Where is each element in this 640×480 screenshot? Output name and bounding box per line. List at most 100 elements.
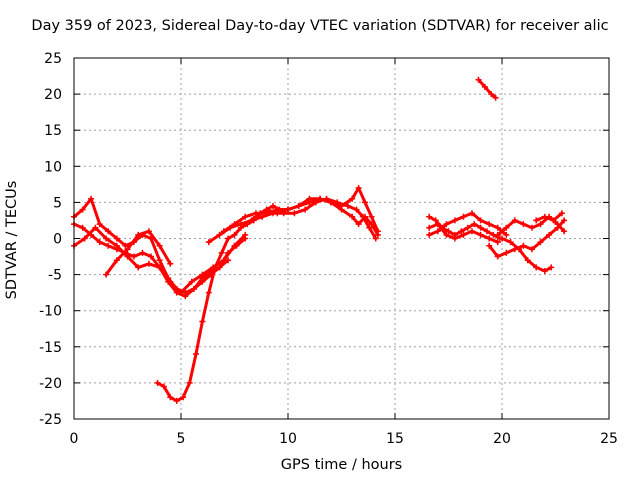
- data-point: [225, 235, 232, 242]
- data-point: [477, 217, 484, 224]
- chart-title: Day 359 of 2023, Sidereal Day-to-day VTE…: [31, 18, 609, 34]
- data-point: [231, 242, 238, 249]
- data-point: [533, 264, 540, 271]
- data-point: [113, 257, 120, 264]
- data-point: [135, 231, 142, 238]
- series-trace-4: [103, 228, 174, 278]
- data-point: [460, 213, 467, 220]
- data-point: [477, 231, 484, 238]
- data-point: [349, 213, 356, 220]
- y-tick-label: -5: [48, 268, 62, 284]
- data-point: [103, 271, 110, 278]
- data-point: [96, 239, 103, 246]
- data-point: [242, 221, 249, 228]
- data-point: [477, 224, 484, 231]
- data-point: [231, 231, 238, 238]
- series-trace-16: [475, 76, 499, 101]
- data-point: [349, 195, 356, 202]
- data-point: [469, 210, 475, 217]
- data-point: [148, 253, 154, 260]
- data-point: [503, 224, 510, 231]
- data-point: [160, 383, 167, 390]
- data-point: [124, 253, 131, 260]
- data-point: [494, 224, 501, 231]
- data-point: [550, 217, 557, 224]
- data-point: [291, 210, 298, 217]
- data-point: [173, 397, 180, 404]
- data-point: [561, 217, 568, 224]
- data-point: [494, 231, 501, 238]
- data-point: [88, 195, 95, 202]
- data-point: [218, 249, 225, 256]
- data-point: [105, 242, 112, 249]
- data-point: [548, 264, 555, 271]
- data-point: [113, 235, 120, 242]
- data-point: [130, 253, 137, 260]
- data-point: [167, 394, 174, 401]
- x-tick-label: 10: [279, 431, 297, 447]
- series-trace-14: [499, 235, 555, 274]
- data-point: [317, 195, 324, 202]
- data-point: [199, 318, 206, 325]
- data-point: [193, 351, 199, 357]
- data-point: [469, 228, 475, 235]
- data-point: [216, 231, 223, 238]
- data-point: [511, 217, 518, 224]
- data-point: [190, 286, 197, 292]
- data-point: [178, 289, 184, 296]
- data-point: [186, 379, 193, 386]
- series-line: [427, 211, 508, 237]
- data-point: [426, 231, 433, 238]
- data-point: [81, 235, 88, 242]
- data-point: [503, 249, 510, 256]
- data-point: [156, 264, 163, 271]
- data-point: [167, 278, 174, 285]
- data-point: [443, 221, 450, 228]
- data-point: [156, 257, 163, 264]
- series-line: [487, 218, 566, 258]
- x-tick-label: 5: [177, 431, 186, 447]
- data-point: [516, 246, 523, 253]
- data-point: [145, 260, 152, 267]
- data-point: [139, 249, 146, 256]
- data-point: [374, 231, 381, 238]
- data-point: [156, 242, 163, 249]
- data-point: [434, 221, 441, 228]
- x-tick-label: 25: [600, 431, 618, 447]
- data-point: [103, 235, 110, 242]
- data-point: [537, 221, 544, 228]
- data-point: [252, 213, 259, 220]
- data-points: [71, 76, 568, 404]
- data-point: [372, 235, 379, 242]
- data-point: [231, 221, 238, 228]
- data-point: [434, 228, 441, 235]
- data-point: [135, 264, 142, 271]
- series-trace-8: [242, 195, 381, 238]
- data-point: [220, 257, 227, 264]
- data-point: [212, 264, 219, 271]
- series-line: [534, 211, 564, 222]
- data-point: [295, 203, 302, 209]
- data-point: [270, 203, 276, 209]
- data-point: [302, 206, 309, 213]
- x-tick-label: 20: [493, 431, 511, 447]
- y-tick-label: 5: [53, 195, 62, 211]
- data-point: [445, 228, 452, 235]
- data-point: [460, 231, 467, 238]
- data-point: [242, 213, 249, 220]
- data-point: [486, 221, 493, 228]
- series-line: [156, 204, 290, 403]
- data-point: [105, 228, 112, 235]
- data-point: [362, 213, 368, 220]
- y-tick-label: -15: [39, 340, 62, 356]
- series-line: [500, 237, 553, 273]
- data-point: [180, 394, 187, 401]
- data-point: [451, 217, 458, 224]
- data-point: [338, 206, 345, 213]
- data-point: [355, 185, 362, 191]
- series-trace-13: [494, 213, 568, 238]
- data-point: [259, 213, 266, 220]
- data-point: [79, 206, 86, 213]
- y-tick-label: -20: [39, 376, 62, 392]
- data-point: [481, 83, 488, 90]
